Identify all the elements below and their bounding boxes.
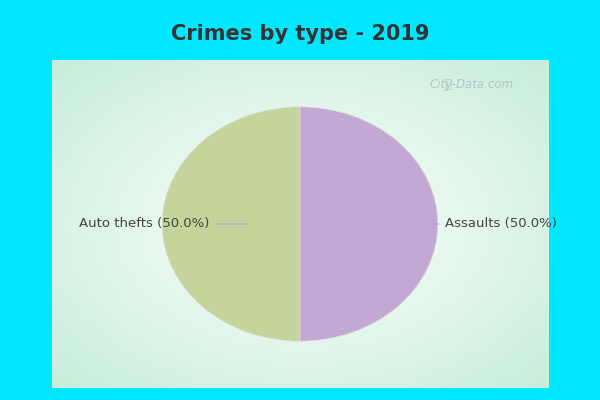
Wedge shape <box>300 107 438 341</box>
Wedge shape <box>162 107 300 341</box>
Text: Auto thefts (50.0%): Auto thefts (50.0%) <box>79 218 249 230</box>
Text: Crimes by type - 2019: Crimes by type - 2019 <box>171 24 429 44</box>
Text: ⓘ: ⓘ <box>445 78 452 90</box>
Text: City-Data.com: City-Data.com <box>430 78 514 90</box>
Text: Assaults (50.0%): Assaults (50.0%) <box>351 218 557 230</box>
